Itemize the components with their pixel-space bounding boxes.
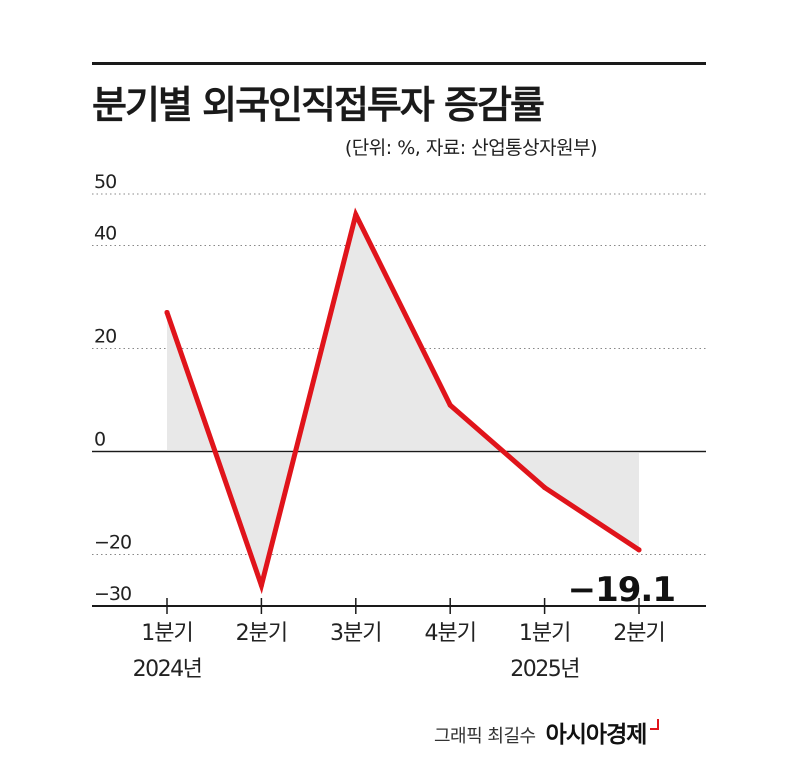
y-tick-label: −30: [94, 583, 131, 605]
data-point: [447, 402, 453, 408]
graphic-credit: 그래픽 최길수: [434, 726, 536, 747]
y-tick-label: 0: [94, 429, 105, 451]
x-tick-label: 3분기: [330, 621, 381, 646]
chart-subtitle: (단위: %, 자료: 산업통상자원부): [344, 137, 598, 159]
credit: 그래픽 최길수 아시아경제: [434, 715, 660, 749]
value-annotation: −19.1: [568, 570, 675, 610]
line-chart: 50 40 20 0 −20 −30 1분기 2024년 2분기 3분기 4분기 1분기 2025년 2분…: [92, 171, 706, 682]
x-year-label: 2025년: [510, 657, 579, 682]
x-tick-label: 4분기: [424, 621, 475, 646]
chart-title: 분기별 외국인직접투자 증감률: [92, 83, 545, 127]
x-tick-label: 2분기: [236, 621, 287, 646]
data-point: [542, 485, 548, 491]
data-point: [636, 547, 642, 553]
y-tick-label: −20: [94, 532, 131, 554]
y-tick-label: 40: [94, 223, 116, 245]
data-point: [164, 309, 170, 315]
x-tick-label: 2분기: [613, 621, 664, 646]
area-fill: [167, 214, 639, 586]
series-line: [164, 207, 642, 595]
brand-logo: 아시아경제: [545, 722, 648, 748]
data-point: [353, 212, 359, 218]
brand-mark-icon: [650, 719, 660, 730]
y-tick-label: 20: [94, 326, 116, 348]
x-year-label: 2024년: [133, 657, 202, 682]
y-tick-label: 50: [94, 171, 116, 193]
top-rule: [92, 62, 706, 65]
data-point: [258, 582, 264, 588]
x-tick-label: 1분기: [141, 621, 192, 646]
x-tick-label: 1분기: [519, 621, 570, 646]
